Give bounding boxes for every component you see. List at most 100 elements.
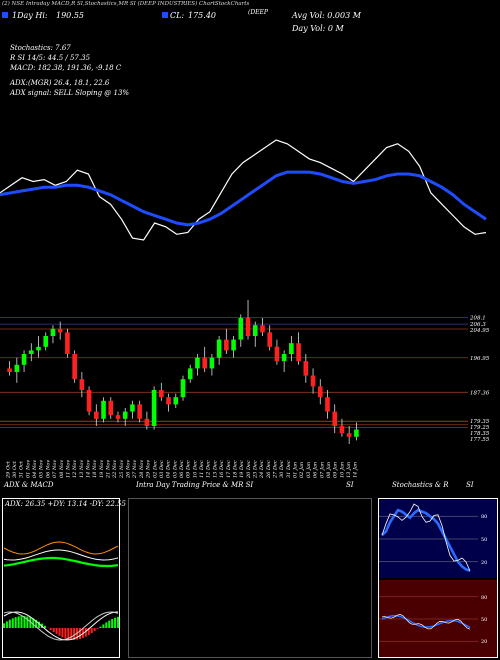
candle-body xyxy=(296,343,301,362)
mrsi-panel xyxy=(128,498,372,658)
candle-body xyxy=(36,346,41,351)
candle-body xyxy=(231,339,236,351)
macd-line-0 xyxy=(3,611,119,641)
line-series-0 xyxy=(0,139,487,241)
price-tick-label: 208.1 xyxy=(469,316,486,322)
price-tick-label: 196.95 xyxy=(470,356,490,362)
date-tick-label: 05 Nov xyxy=(39,460,45,478)
date-tick-label: 02 Jan xyxy=(299,462,305,478)
date-tick-label: 07 Jan xyxy=(319,462,325,478)
date-tick-label: 23 Dec xyxy=(253,460,259,479)
candle-body xyxy=(187,368,193,380)
date-tick-label: 08 Jan xyxy=(326,462,332,478)
candle-body xyxy=(245,318,251,336)
adx-trace-1 xyxy=(3,549,119,561)
date-tick-label: 27 Dec xyxy=(273,460,279,479)
candle-body xyxy=(224,339,229,351)
macd-bar xyxy=(102,624,105,628)
date-tick-label: 14 Jan xyxy=(353,462,359,478)
rsi-tick-label: 80 xyxy=(481,595,487,601)
adx-signal: ADX signal: SELL Sloping @ 13% xyxy=(10,89,130,97)
date-tick-label: 01 Nov xyxy=(25,460,31,478)
macd-bar xyxy=(117,616,119,628)
candle-body xyxy=(43,336,49,347)
macd-bar xyxy=(96,628,99,629)
macd-bar xyxy=(67,628,70,640)
date-tick-label: 14 Nov xyxy=(86,460,92,478)
stoch-panel-right: SI xyxy=(466,481,474,489)
macd-bar xyxy=(84,628,87,637)
date-tick-label: 05 Dec xyxy=(172,460,178,478)
date-tick-label: 03 Dec xyxy=(159,460,165,478)
date-tick-label: 21 Nov xyxy=(106,460,112,479)
date-tick-label: 27 Nov xyxy=(132,460,138,479)
candle-body xyxy=(50,328,56,336)
stoch-k-line xyxy=(381,508,471,573)
macd-bar xyxy=(64,628,67,639)
price-tick-label: 187.36 xyxy=(470,390,490,396)
date-tick-label: 16 Dec xyxy=(219,460,225,478)
date-tick-label: 06 Jan xyxy=(313,462,319,478)
close-label: CL: xyxy=(170,11,185,20)
date-tick-label: 29 Nov xyxy=(146,460,152,479)
macd-bar xyxy=(20,616,23,628)
candle-body xyxy=(144,418,150,426)
candle-body xyxy=(216,339,222,358)
date-tick-label: 30 Dec xyxy=(279,460,285,478)
adx-trace-0 xyxy=(3,541,119,555)
date-tick-label: 10 Jan xyxy=(339,462,345,478)
price-tick-label: 178.35 xyxy=(470,431,490,437)
avg-vol: Avg Vol: 0.003 M xyxy=(292,11,361,20)
macd-line-1 xyxy=(3,611,119,641)
line-series-1 xyxy=(0,170,487,227)
candle-body xyxy=(65,332,70,354)
stoch-tick-label: 50 xyxy=(481,537,487,543)
candle-body xyxy=(346,433,352,437)
candle-body xyxy=(180,379,186,398)
candle-body xyxy=(317,386,323,398)
candle-body xyxy=(21,354,27,365)
macd-bar xyxy=(93,628,96,631)
date-tick-label: 18 Dec xyxy=(232,460,238,478)
candle-body xyxy=(28,350,34,354)
macd-bar xyxy=(90,628,93,633)
rsi-readout: R SI 14/5: 44.5 / 57.35 xyxy=(10,54,91,62)
macd-bar xyxy=(11,618,14,628)
stoch-tick-label: 20 xyxy=(481,560,487,566)
candle-body xyxy=(274,346,280,362)
date-tick-label: 12 Nov xyxy=(72,460,78,478)
stoch-readout: Stochastics: 7.67 xyxy=(10,44,71,52)
macd-bar xyxy=(70,628,73,640)
ticker-label: (DEEP xyxy=(248,9,268,16)
macd-bar xyxy=(79,628,81,639)
date-tick-label: 03 Jan xyxy=(306,462,312,478)
date-tick-label: 01 Jan xyxy=(293,462,299,478)
date-tick-label: 19 Nov xyxy=(99,460,105,478)
macd-bar xyxy=(87,628,90,635)
candle-body xyxy=(108,400,114,416)
price-tick-label: 177.55 xyxy=(470,437,490,443)
date-tick-label: 02 Dec xyxy=(152,460,158,478)
candle-body xyxy=(354,429,359,437)
macd-bar xyxy=(35,619,38,628)
candle-body xyxy=(173,397,179,405)
date-tick-label: 06 Dec xyxy=(179,460,185,478)
candle-body xyxy=(122,411,128,419)
date-tick-label: 24 Dec xyxy=(259,460,265,479)
date-tick-label: 17 Dec xyxy=(226,460,232,478)
candle-body xyxy=(137,404,142,419)
candle-body xyxy=(281,354,287,362)
price-tick-label: 206.3 xyxy=(469,322,486,328)
close-value: 175.40 xyxy=(188,11,216,20)
macd-bar xyxy=(73,628,76,640)
hi-value: 190.55 xyxy=(56,11,84,20)
candle-body xyxy=(209,357,215,369)
date-tick-label: 31 Oct xyxy=(19,460,25,478)
candle-body xyxy=(7,368,12,372)
mrsi-panel-title: Intra Day Trading Price & MR SI xyxy=(136,481,254,489)
candle-body xyxy=(325,397,330,412)
date-tick-label: 31 Dec xyxy=(286,460,292,478)
blue-square-icon xyxy=(2,12,8,18)
candle-body xyxy=(238,318,244,340)
